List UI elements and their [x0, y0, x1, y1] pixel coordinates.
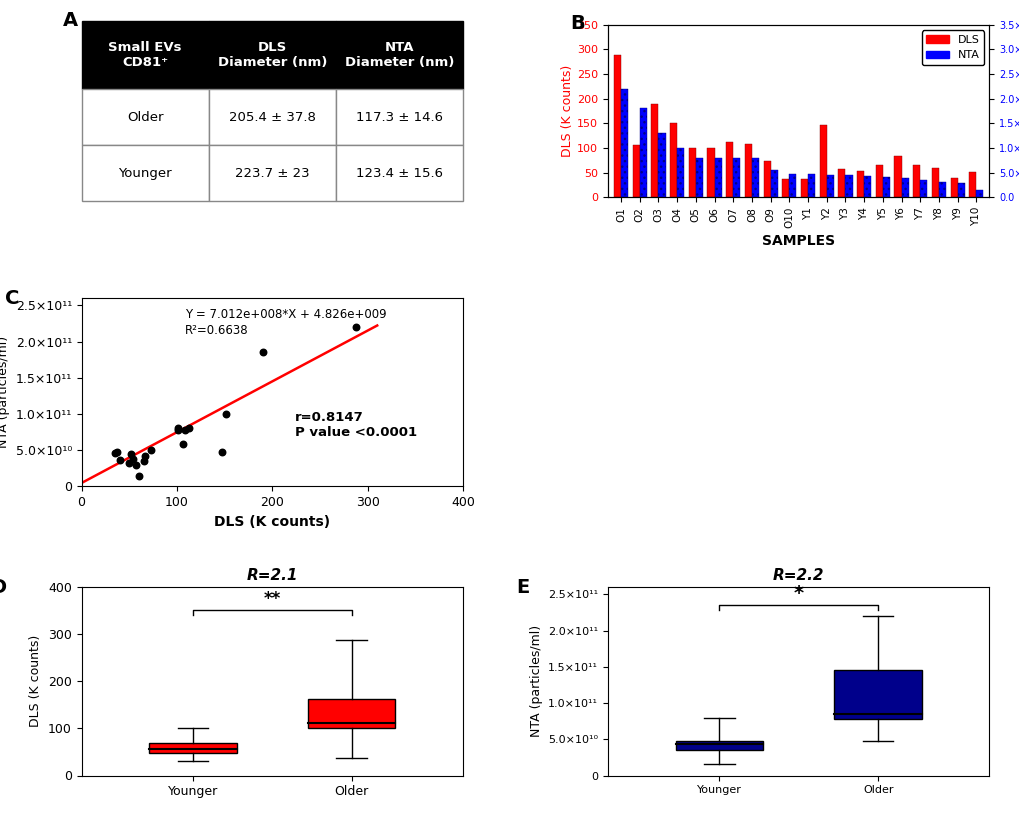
Bar — [875, 165, 882, 197]
Bar — [770, 170, 776, 197]
Bar — [669, 123, 677, 197]
Y-axis label: NTA (particles/ml): NTA (particles/ml) — [0, 337, 10, 448]
Point — [111, 453, 127, 466]
Bar — [957, 182, 964, 197]
Point — [123, 447, 140, 460]
Bar — [975, 190, 982, 197]
Bar — [819, 125, 826, 197]
Bar — [744, 144, 751, 197]
Bar — [782, 179, 789, 197]
Bar — [863, 177, 870, 197]
Y-axis label: DLS (K counts): DLS (K counts) — [30, 635, 43, 728]
Point — [347, 320, 364, 333]
Point — [169, 423, 185, 436]
Bar — [901, 177, 908, 197]
Bar — [789, 174, 796, 197]
Bar — [912, 165, 919, 197]
Point — [136, 455, 152, 468]
Text: R²=0.6638: R²=0.6638 — [184, 324, 248, 337]
Bar — [931, 167, 938, 197]
Point — [169, 422, 185, 435]
Point — [174, 438, 191, 451]
Bar — [707, 148, 714, 197]
Text: C: C — [5, 289, 19, 308]
Text: Y = 7.012e+008*X + 4.826e+009: Y = 7.012e+008*X + 4.826e+009 — [184, 308, 386, 321]
Text: E: E — [516, 578, 529, 596]
Point — [213, 445, 229, 458]
Text: R=2.2: R=2.2 — [772, 568, 823, 582]
Text: D: D — [0, 578, 6, 596]
Bar — [838, 169, 845, 197]
Bar — [856, 171, 863, 197]
Bar — [675, 742, 762, 750]
Bar — [826, 175, 833, 197]
Bar — [621, 89, 628, 197]
Point — [107, 446, 123, 460]
Bar — [751, 158, 758, 197]
Bar — [695, 158, 702, 197]
Bar — [763, 162, 770, 197]
Bar — [677, 148, 684, 197]
Bar — [613, 55, 621, 197]
Point — [109, 445, 125, 458]
Text: *: * — [793, 584, 803, 603]
X-axis label: DLS (K counts): DLS (K counts) — [214, 515, 330, 529]
Point — [181, 422, 198, 435]
Text: A: A — [62, 11, 77, 30]
Bar — [714, 158, 721, 197]
Point — [176, 423, 193, 436]
Text: r=0.8147
P value <0.0001: r=0.8147 P value <0.0001 — [294, 411, 417, 439]
Bar — [688, 148, 695, 197]
Point — [130, 469, 147, 482]
Legend: DLS, NTA: DLS, NTA — [921, 31, 983, 64]
Point — [124, 452, 141, 465]
Point — [137, 450, 153, 463]
Point — [255, 346, 271, 359]
Bar — [658, 134, 665, 197]
Bar — [894, 156, 901, 197]
Text: B: B — [570, 14, 584, 33]
Bar — [308, 699, 395, 728]
Bar — [882, 177, 889, 197]
Point — [143, 444, 159, 457]
X-axis label: SAMPLES: SAMPLES — [761, 234, 835, 248]
Text: R=2.1: R=2.1 — [247, 568, 298, 582]
Bar — [651, 104, 658, 197]
Bar — [800, 179, 807, 197]
Point — [121, 457, 138, 470]
Bar — [639, 107, 646, 197]
Text: **: ** — [264, 590, 280, 608]
Point — [127, 458, 144, 471]
Bar — [807, 174, 814, 197]
Bar — [632, 145, 639, 197]
Point — [217, 408, 233, 421]
Bar — [733, 158, 740, 197]
Y-axis label: NTA (particles/ml): NTA (particles/ml) — [529, 625, 542, 738]
Bar — [938, 182, 945, 197]
Bar — [834, 671, 921, 719]
Bar — [149, 743, 236, 753]
Y-axis label: DLS (K counts): DLS (K counts) — [560, 65, 574, 158]
Bar — [726, 142, 733, 197]
Bar — [950, 177, 957, 197]
Bar — [919, 180, 926, 197]
Bar — [968, 172, 975, 197]
Bar — [845, 175, 852, 197]
